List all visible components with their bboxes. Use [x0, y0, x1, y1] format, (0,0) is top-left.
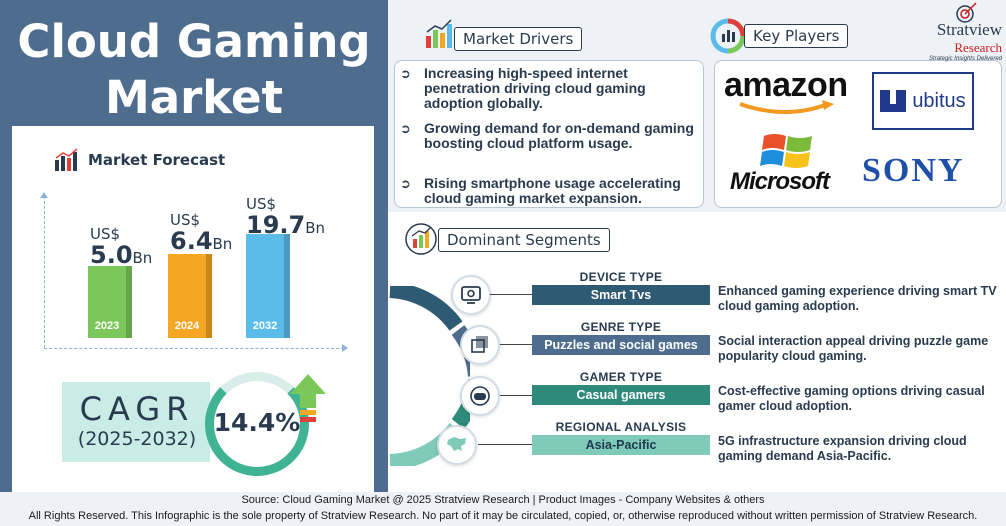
- ubitus-mark-icon: [880, 90, 907, 112]
- bar-unit: Bn: [212, 235, 233, 253]
- puzzle-icon: [471, 336, 488, 353]
- segment-category-device: DEVICE TYPE: [579, 270, 663, 284]
- players-heading: Key Players: [744, 24, 849, 48]
- cagr-ring: [205, 372, 309, 476]
- segment-connector: [478, 444, 534, 445]
- segment-value-device: Smart Tvs: [532, 285, 710, 305]
- bar-side: [126, 266, 132, 338]
- amazon-smile-icon: [739, 100, 834, 114]
- page-title: Cloud Gaming Market: [0, 14, 388, 126]
- segment-desc-gamer: Cost-effective gaming options driving ca…: [718, 384, 985, 413]
- stratview-research: Research: [954, 40, 1002, 55]
- tv-settings-icon: [461, 286, 481, 304]
- bar-front: [88, 266, 126, 338]
- driver-item-2: ➲ Growing demand for on-demand gaming bo…: [400, 121, 700, 151]
- segment-icon-device: [451, 275, 491, 315]
- segment-category-genre: GENRE TYPE: [580, 320, 662, 334]
- forecast-heading-label: Market Forecast: [88, 151, 226, 169]
- drivers-heading: Market Drivers: [454, 27, 583, 51]
- bar-2023: 2023: [88, 266, 132, 338]
- bar-currency: US$: [246, 195, 277, 213]
- segment-connector: [490, 294, 534, 295]
- footer-source: Source: Cloud Gaming Market @ 2025 Strat…: [241, 494, 765, 506]
- bar-year-label: 2024: [174, 320, 200, 332]
- segment-icon-gamer: [460, 376, 500, 416]
- players-card: [714, 60, 1002, 208]
- asia-map-icon: [447, 437, 466, 451]
- bar-number: 6.4: [170, 227, 213, 255]
- segment-value-genre: Puzzles and social games: [532, 335, 710, 355]
- gamepad-icon: [470, 386, 490, 406]
- segment-connector: [500, 395, 534, 396]
- chevron-right-icon: ➲: [400, 66, 411, 81]
- segment-icon-region: [437, 425, 477, 465]
- players-chart-icon: [710, 18, 746, 54]
- bar-front: [168, 254, 206, 338]
- driver-item-1: ➲ Increasing high-speed internet penetra…: [400, 66, 700, 111]
- sony-logo: SONY: [862, 152, 965, 189]
- driver-text: Rising smartphone usage accelerating clo…: [424, 175, 681, 206]
- growth-arrow-icon: [290, 374, 326, 422]
- forecast-heading: Market Forecast: [54, 148, 225, 172]
- bar-side: [206, 254, 212, 338]
- bar-number: 19.7: [246, 211, 306, 239]
- segment-value-gamer: Casual gamers: [532, 385, 710, 405]
- microsoft-logo: Microsoft: [730, 168, 830, 195]
- ubitus-text: ubitus: [912, 89, 966, 112]
- segments-chart-icon: [405, 223, 437, 255]
- driver-item-3: ➲ Rising smartphone usage accelerating c…: [400, 176, 700, 206]
- chart-axis-x: [44, 348, 344, 349]
- ubitus-logo: ubitus: [872, 72, 974, 130]
- segment-connector: [500, 344, 534, 345]
- bar-currency: US$: [90, 225, 121, 243]
- segment-value-region: Asia-Pacific: [532, 435, 710, 455]
- cagr-value: 14.4%: [213, 408, 301, 437]
- bar-2024: 2024: [168, 254, 212, 338]
- axis-arrow-right-icon: [342, 344, 348, 352]
- stratview-target-icon: [956, 2, 977, 23]
- chevron-right-icon: ➲: [400, 121, 411, 136]
- driver-text: Increasing high-speed internet penetrati…: [424, 65, 646, 111]
- segments-heading: Dominant Segments: [438, 228, 610, 252]
- windows-flag-icon: [760, 134, 812, 168]
- bar-value-2024: US$ 6.4Bn: [170, 212, 232, 254]
- bar-unit: Bn: [305, 219, 326, 237]
- axis-arrow-up-icon: [40, 192, 48, 198]
- segment-desc-region: 5G infrastructure expansion driving clou…: [718, 434, 967, 463]
- bar-year-label: 2023: [94, 320, 120, 332]
- title-line-2: Market: [104, 71, 284, 124]
- drivers-card: [394, 60, 704, 208]
- segment-category-gamer: GAMER TYPE: [579, 370, 663, 384]
- stratview-name: Stratview: [936, 20, 1002, 39]
- cagr-box: [62, 382, 210, 462]
- bar-unit: Bn: [132, 249, 153, 267]
- chevron-right-icon: ➲: [400, 176, 411, 191]
- title-line-1: Cloud Gaming: [17, 15, 371, 68]
- segment-category-region: REGIONAL ANALYSIS: [555, 420, 687, 434]
- chart-axis-y: [44, 196, 45, 348]
- cagr-label: CAGR: [79, 390, 195, 428]
- segment-icon-genre: [460, 325, 500, 365]
- bar-number: 5.0: [90, 241, 133, 269]
- cagr-period: (2025-2032): [77, 428, 197, 450]
- driver-text: Growing demand for on-demand gaming boos…: [424, 120, 694, 151]
- footer: Source: Cloud Gaming Market @ 2025 Strat…: [0, 492, 1006, 526]
- segment-desc-device: Enhanced gaming experience driving smart…: [718, 284, 997, 313]
- stratview-brand: Stratview Research Strategic Insights De…: [908, 2, 1002, 62]
- bar-value-2032: US$ 19.7Bn: [246, 196, 325, 238]
- bar-chart-icon: [55, 148, 78, 171]
- bar-value-2023: US$ 5.0Bn: [90, 226, 152, 268]
- stratview-tagline: Strategic Insights Delivered: [928, 56, 1002, 62]
- footer-rights: All Rights Reserved. This Infographic is…: [28, 510, 978, 522]
- bar-currency: US$: [170, 211, 201, 229]
- bar-2032: 2032: [246, 234, 290, 338]
- drivers-chart-icon: [426, 19, 452, 48]
- bar-side: [284, 234, 290, 338]
- bar-front: [246, 234, 284, 338]
- amazon-logo: amazon: [724, 66, 848, 104]
- bar-year-label: 2032: [252, 320, 278, 332]
- segment-desc-genre: Social interaction appeal driving puzzle…: [718, 334, 989, 363]
